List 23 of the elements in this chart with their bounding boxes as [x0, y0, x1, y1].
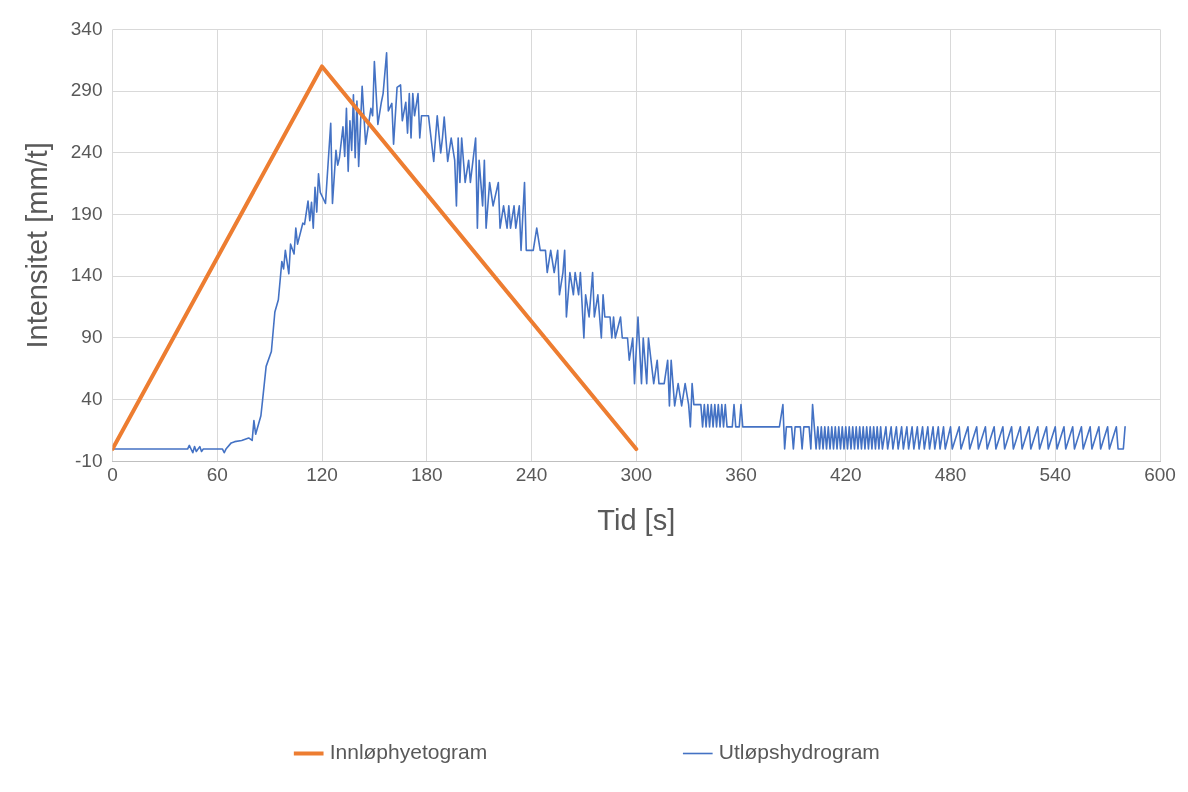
x-tick-label: 180 — [410, 464, 443, 486]
y-tick-label: 190 — [70, 202, 103, 224]
x-tick-label: 60 — [206, 464, 228, 486]
y-tick-label: 140 — [70, 264, 103, 286]
y-tick-label: 340 — [70, 17, 103, 39]
x-tick-label: 0 — [107, 464, 118, 486]
y-tick-label: 90 — [81, 326, 103, 348]
legend-label: Innløphyetogram — [329, 740, 488, 764]
y-tick-label: -10 — [75, 449, 103, 471]
y-axis-title: Intensitet [mm/t] — [21, 142, 54, 349]
x-tick-label: 360 — [725, 464, 757, 486]
x-tick-label: 600 — [1144, 464, 1176, 486]
x-tick-label: 120 — [306, 464, 338, 486]
x-tick-label: 240 — [515, 464, 548, 486]
y-tick-label: 40 — [81, 387, 103, 409]
x-tick-label: 480 — [934, 464, 967, 486]
x-tick-label: 420 — [829, 464, 862, 486]
x-tick-label: 540 — [1039, 464, 1072, 486]
y-tick-label: 290 — [70, 79, 103, 101]
x-tick-label: 300 — [620, 464, 653, 486]
x-axis-title: Tid [s] — [597, 503, 676, 536]
y-tick-label: 240 — [70, 141, 103, 163]
legend-label: Utløpshydrogram — [718, 740, 880, 764]
